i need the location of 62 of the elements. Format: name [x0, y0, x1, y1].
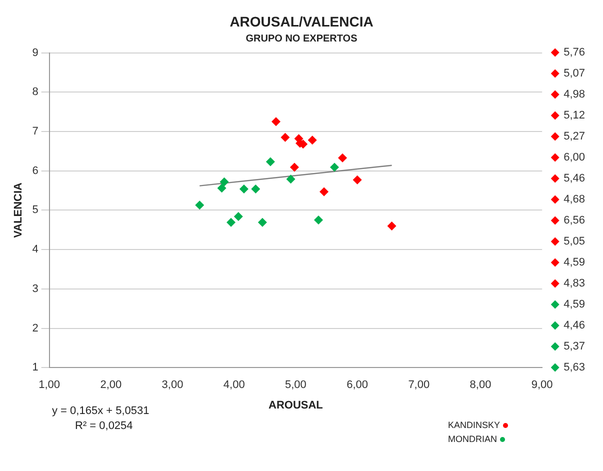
legend-label: 6,00 [564, 152, 586, 164]
legend-label: 4,98 [564, 88, 586, 101]
point [338, 153, 348, 162]
point [330, 162, 340, 172]
point [352, 175, 362, 184]
text: MONDRIAN [448, 434, 497, 444]
y-tick-label: 3 [32, 282, 38, 295]
text: KANDINSKY [448, 420, 500, 430]
legend-label: 5,63 [564, 362, 586, 374]
text: y = 0,165x + 5,0531 [52, 405, 150, 417]
legend-label: 5,07 [564, 68, 586, 80]
point [234, 212, 243, 221]
x-tick-label: 3,00 [162, 379, 184, 392]
y-axis-title: VALENCIA [12, 182, 25, 238]
legend-label: 4,46 [564, 320, 586, 332]
x-tick-label: 5,00 [284, 379, 306, 392]
legend-label: 5,46 [564, 172, 586, 185]
legend-label: 5,05 [564, 236, 586, 248]
legend-label: 4,83 [564, 278, 586, 290]
point [226, 218, 236, 227]
legend-label: 5,12 [564, 110, 586, 122]
x-tick-label: 4,00 [223, 379, 245, 392]
x-tick-label: 1,00 [38, 379, 60, 392]
point [251, 184, 260, 194]
y-tick-label: 7 [32, 126, 38, 138]
point [271, 117, 280, 126]
y-tick-label: 1 [32, 362, 38, 374]
point [314, 216, 323, 225]
chart-title: AROUSAL/VALENCIA [230, 13, 374, 30]
chart-subtitle: GRUPO NO EXPERTOS [246, 34, 358, 45]
x-tick-label: 9,00 [531, 379, 553, 392]
point [258, 218, 267, 227]
point [290, 162, 299, 172]
point [308, 136, 317, 145]
legend-label: 4,59 [564, 256, 586, 269]
x-tick-label: 2,00 [100, 379, 122, 392]
y-tick-label: 2 [32, 322, 38, 334]
point [320, 187, 329, 196]
point [286, 174, 296, 184]
legend-label: 5,27 [564, 130, 586, 143]
x-tick-label: 6,00 [346, 379, 368, 392]
point [217, 184, 226, 193]
y-tick-label: 9 [32, 46, 38, 59]
legend-label: 5,76 [564, 46, 586, 59]
y-tick-label: 6 [32, 164, 38, 177]
y-tick-label: 5 [32, 204, 38, 216]
point [220, 177, 229, 186]
point [387, 221, 396, 230]
point [195, 200, 204, 210]
point [239, 184, 248, 194]
legend-label: 4,68 [564, 194, 586, 206]
point [280, 132, 290, 142]
legend-label: 4,59 [564, 298, 586, 311]
y-tick-label: 4 [32, 244, 38, 256]
point [266, 157, 275, 166]
x-tick-label: 7,00 [408, 379, 430, 392]
legend-label: 5,37 [564, 340, 586, 353]
text: R² = 0,0254 [75, 420, 133, 432]
x-axis-title: AROUSAL [268, 399, 324, 412]
y-tick-label: 8 [32, 86, 38, 98]
x-tick-label: 8,00 [470, 379, 492, 392]
legend-label: 6,56 [564, 214, 586, 227]
